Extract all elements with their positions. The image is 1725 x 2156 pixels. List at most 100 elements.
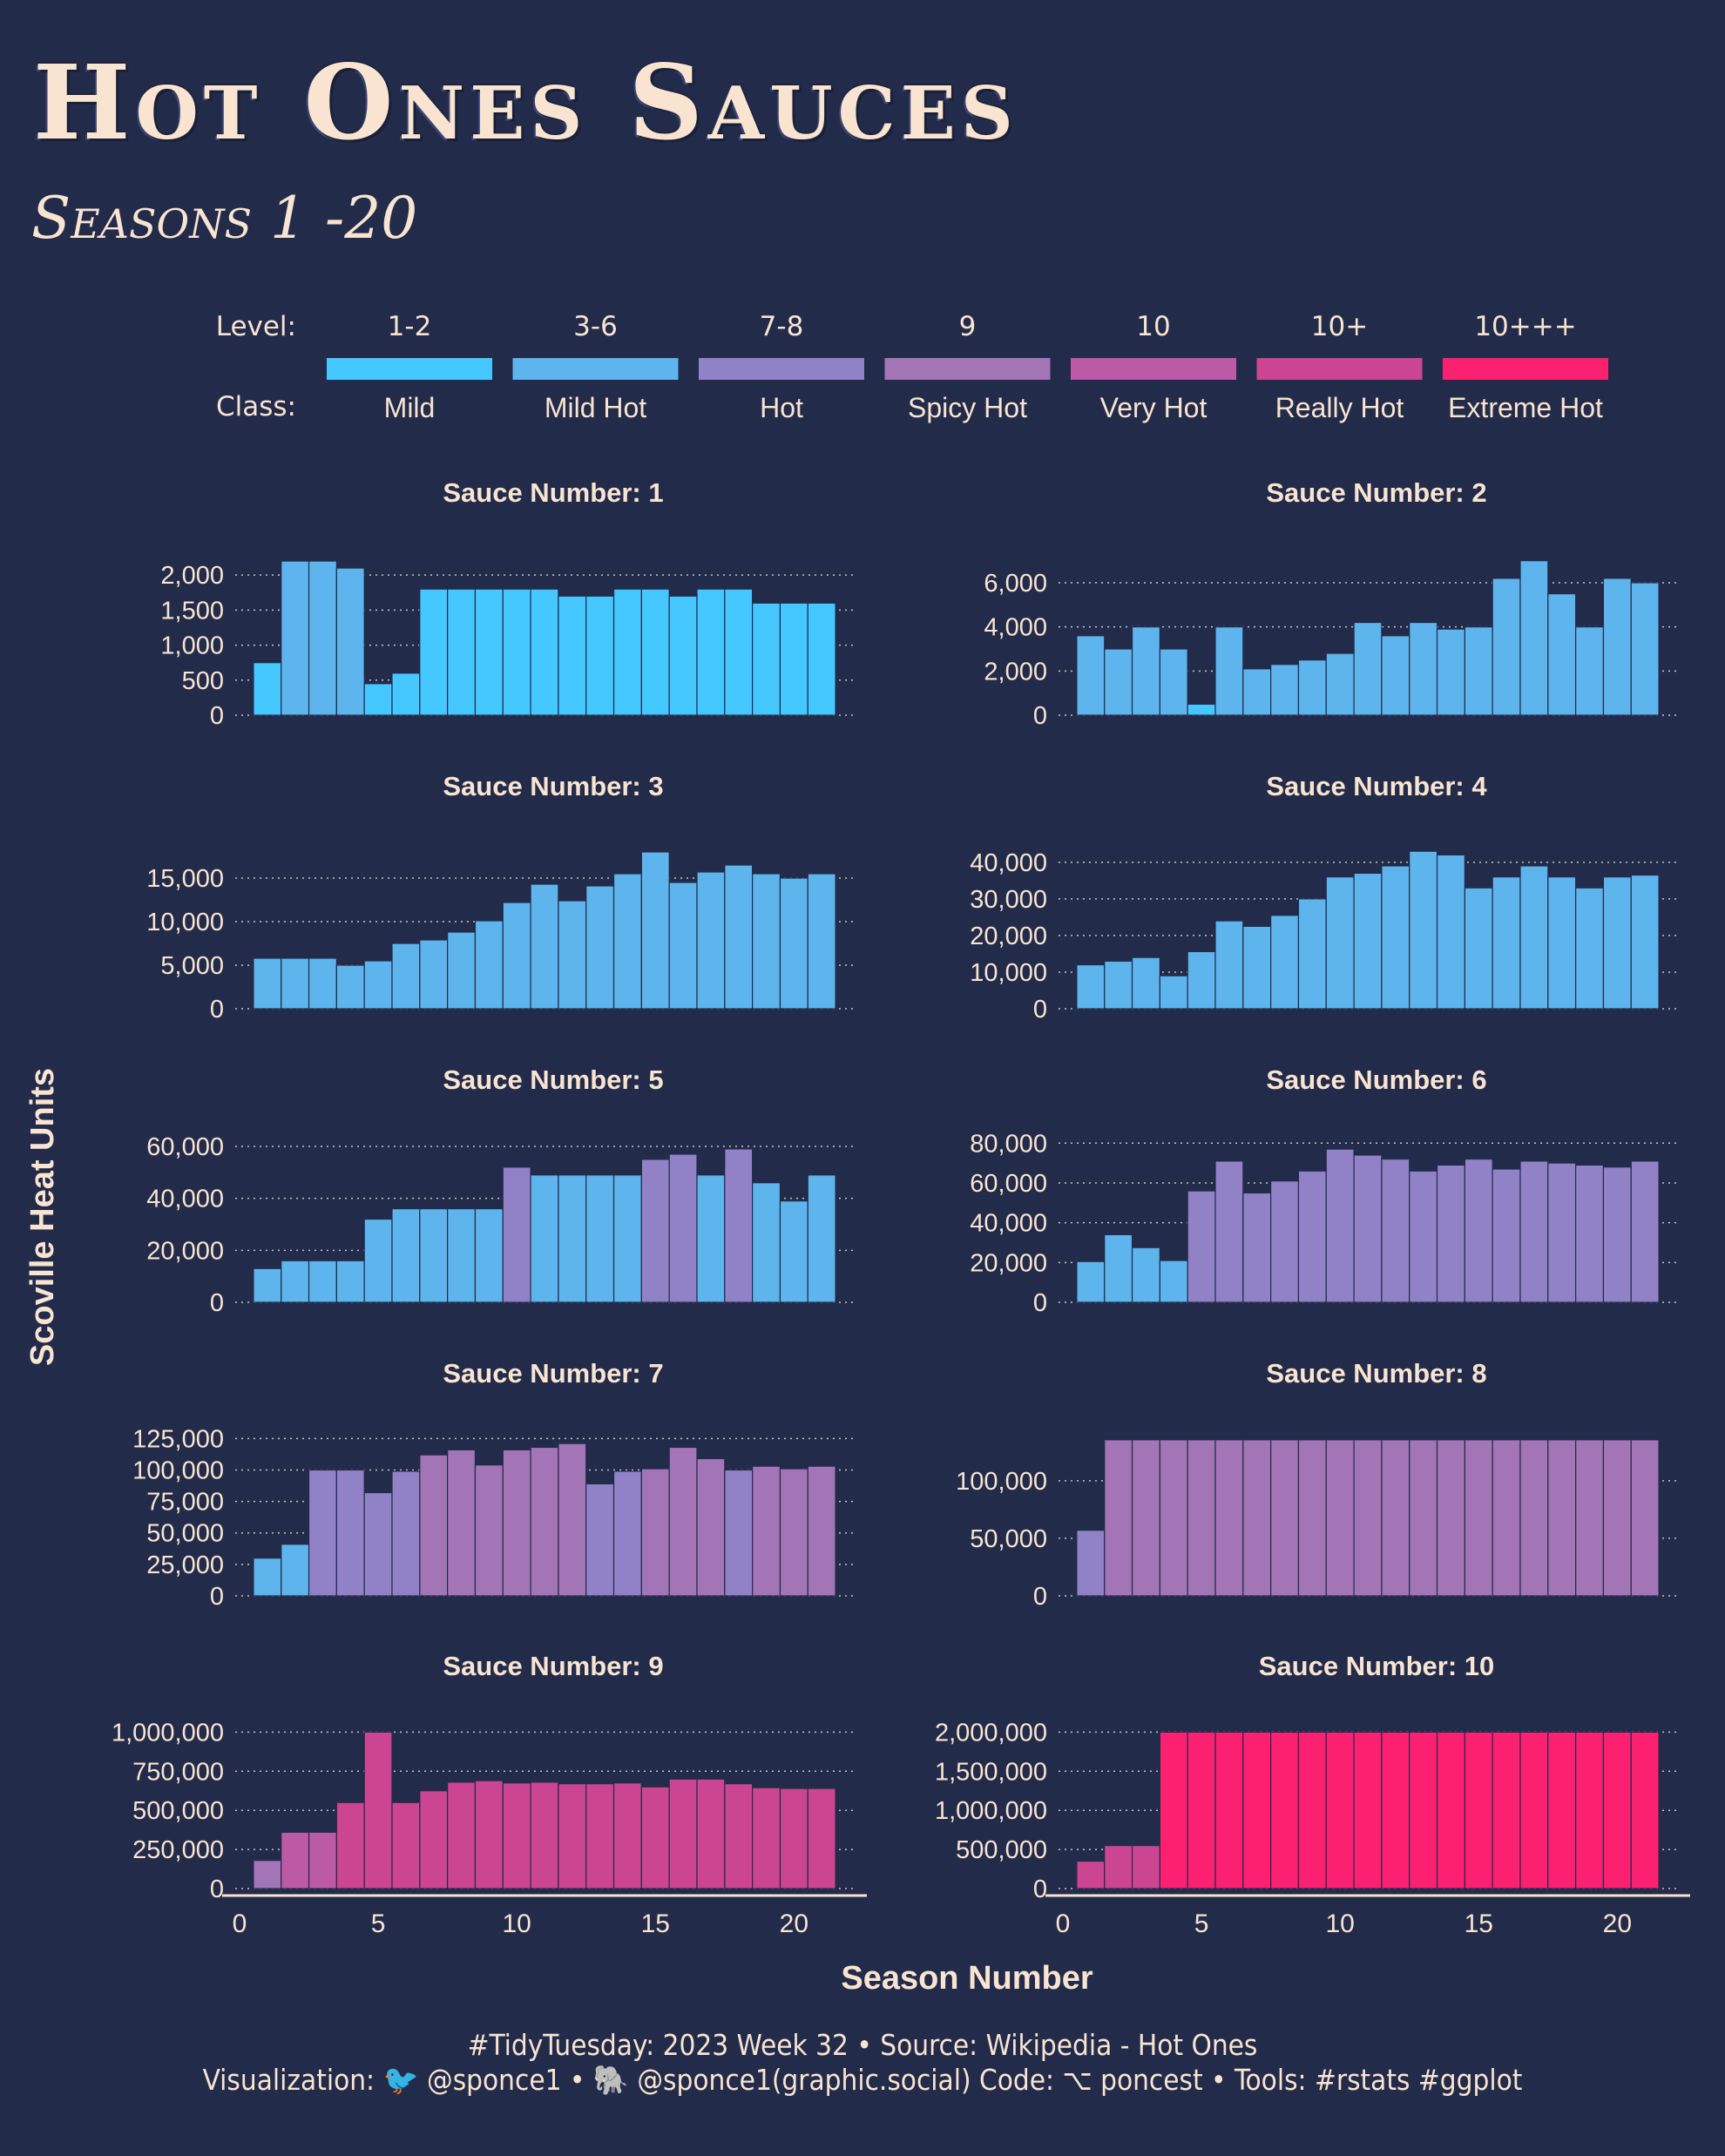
bar [1602,1166,1632,1303]
legend-level-6: 10+++ [1474,311,1576,342]
bar [640,1159,670,1303]
chart-panel-4: Sauce Number: 4 0 10,000 20,000 30,000 40,000 [970,771,1677,1024]
bar [1104,1439,1133,1597]
bar [363,1491,393,1597]
y-tick-label: 75,000 [146,1489,224,1517]
y-tick-label: 20,000 [970,923,1047,950]
bar [1630,582,1660,716]
bar [1602,1731,1632,1889]
legend-swatch-6 [1443,358,1608,380]
bar [1547,1162,1577,1303]
legend-level-0: 1-2 [388,311,432,342]
bar [1214,626,1244,716]
bar [585,1783,615,1889]
legend-level-4: 10 [1136,311,1170,342]
y-tick-label: 60,000 [970,1170,1047,1198]
y-tick-label: 0 [210,702,224,730]
bar [1492,1439,1521,1597]
bar [1381,635,1410,716]
y-tick-label: 0 [1033,702,1047,730]
y-tick-label: 20,000 [146,1237,224,1265]
x-tick-label: 5 [371,1909,386,1938]
bar [1630,1731,1660,1889]
bar [1242,1439,1272,1597]
bar [1297,1731,1327,1889]
bar [1131,1247,1160,1303]
bar [1270,664,1300,716]
bar [335,567,365,716]
bar [1076,1860,1106,1889]
y-tick-label: 1,500,000 [935,1758,1047,1786]
bar [1575,1164,1605,1303]
x-tick-label: 15 [1465,1909,1493,1938]
bar [1381,1731,1410,1889]
bar [391,1207,421,1303]
bar [807,873,836,1010]
bar [1325,1148,1355,1303]
bar [1159,1439,1188,1597]
bar [363,1218,393,1303]
bar [585,1483,615,1597]
bar [391,943,421,1010]
y-tick-label: 0 [1033,1876,1047,1903]
bar [1187,1731,1216,1889]
bar [335,1260,365,1303]
y-tick-label: 25,000 [146,1551,224,1579]
footer-source: #TidyTuesday: 2023 Week 32 • Source: Wik… [467,2028,1258,2062]
x-tick-label: 20 [780,1909,808,1938]
bar [612,873,642,1010]
bar [308,957,337,1010]
bar [253,1267,282,1303]
y-tick-label: 0 [210,1876,224,1903]
bar [474,920,504,1010]
bar [1104,648,1133,716]
bar [752,1787,781,1889]
x-tick-label: 15 [641,1909,670,1938]
bar [612,1470,642,1597]
bar [502,588,531,716]
chart-panel-7: Sauce Number: 7 0 25,000 50,000 75,000 100,00… [132,1358,854,1611]
bar [668,1153,698,1303]
bar [1436,854,1465,1010]
bar [419,1454,449,1597]
legend-class-5: Really Hot [1275,392,1404,423]
bar [1104,1233,1133,1303]
bar [502,902,531,1010]
bar [1076,635,1106,716]
bar [502,1449,531,1597]
bar [1242,1192,1272,1303]
bar [281,1260,310,1303]
footer-credits: Visualization: 🐦 @sponce1 • 🐘 @sponce1(g… [202,2063,1523,2097]
y-tick-label: 40,000 [146,1186,224,1213]
y-tick-label: 2,000 [160,562,224,590]
x-axis-label: Season Number [841,1960,1093,1997]
bar [640,1468,670,1597]
y-tick-label: 40,000 [970,849,1047,877]
bar [253,1860,282,1889]
y-tick-label: 0 [1033,1289,1047,1317]
bar [335,964,365,1010]
bar [1547,876,1577,1010]
bar [1214,1731,1244,1889]
bar [612,1174,642,1303]
bar [668,1778,698,1889]
bar [1630,1160,1660,1303]
chart-panel-1: Sauce Number: 1 0 500 1,000 1,500 2,000 [160,477,854,730]
bar [558,1174,587,1303]
bar [1242,1731,1272,1889]
chart-panel-5: Sauce Number: 5 0 20,000 40,000 60,000 [146,1064,854,1317]
y-tick-label: 30,000 [970,886,1047,914]
y-tick-label: 1,000 [160,632,224,660]
bar [724,864,754,1010]
y-tick-label: 10,000 [970,959,1047,987]
bar [696,1778,726,1889]
bar [308,1831,337,1889]
bar [1214,1160,1244,1303]
y-tick-label: 500 [182,667,224,695]
y-tick-label: 6,000 [984,570,1047,598]
bar [1131,626,1160,716]
y-tick-label: 80,000 [970,1130,1047,1158]
y-tick-label: 0 [210,1583,224,1611]
y-tick-label: 20,000 [970,1249,1047,1277]
